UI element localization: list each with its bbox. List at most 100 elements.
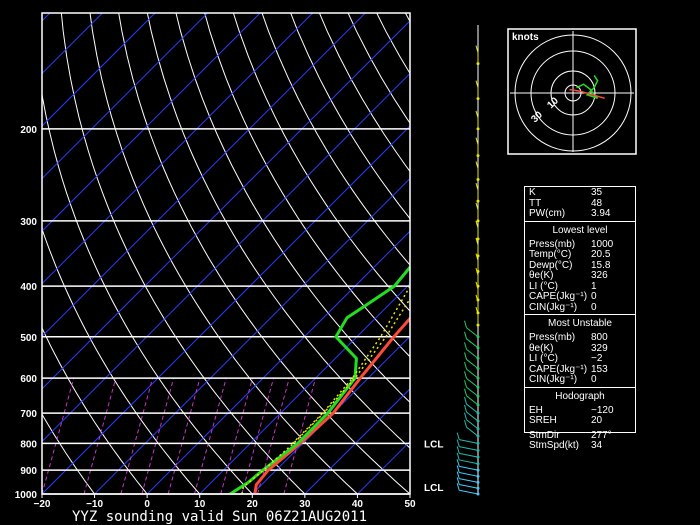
wind-barb <box>466 368 479 379</box>
isotherm <box>42 13 366 337</box>
index-label: Temp(°C) <box>529 249 572 260</box>
wind-barb-flag <box>475 253 479 261</box>
wind-barb <box>459 484 479 489</box>
most-unstable-title: Most Unstable <box>548 318 612 329</box>
dry-adiabat <box>42 493 43 494</box>
x-tick-label: 0 <box>144 499 150 510</box>
index-value: 15.8 <box>591 259 611 271</box>
dry-adiabat <box>42 413 95 494</box>
mixing-ratio-line <box>257 377 290 494</box>
index-label: Dewp(°C) <box>529 259 573 271</box>
index-row: Press(mb) 800 <box>529 332 631 344</box>
dry-adiabat <box>204 13 410 358</box>
index-value: 35 <box>591 187 603 198</box>
index-label: Press(mb) <box>529 332 576 343</box>
index-label: PW(cm) <box>529 208 566 219</box>
wind-barb-flag <box>456 459 460 467</box>
index-label: Press(mb) <box>529 238 576 250</box>
mixing-ratio-line <box>167 377 201 494</box>
hodograph-wind-trace <box>576 74 599 100</box>
isotherm <box>304 388 410 494</box>
dry-adiabat <box>627 3 700 494</box>
index-row: EH −120 <box>529 404 631 417</box>
index-value: 20 <box>591 415 603 426</box>
y-tick-label: 800 <box>20 439 37 450</box>
index-row: CAPE(Jkg⁻¹) 0 <box>529 291 631 303</box>
y-tick-label: 500 <box>20 333 37 344</box>
dry-adiabat <box>261 13 410 266</box>
wind-barb <box>459 446 479 451</box>
index-value: 0 <box>591 374 597 385</box>
index-label: LI (°C) <box>529 280 558 292</box>
index-label: K <box>529 187 536 198</box>
x-tick-label: 20 <box>247 499 259 510</box>
wind-barb-flag <box>456 465 460 473</box>
isotherm <box>42 20 410 390</box>
index-label: StmDir <box>529 429 560 441</box>
wind-barb-flag <box>456 446 460 454</box>
wind-barb-flag <box>475 137 479 145</box>
wind-barb-flag <box>475 80 479 88</box>
y-tick-label: 300 <box>20 217 37 228</box>
wind-barb <box>459 439 479 444</box>
isotherm <box>42 13 156 127</box>
y-tick-label: 200 <box>20 125 37 136</box>
index-label: θe(K) <box>529 342 554 354</box>
index-row: θe(K) 326 <box>529 270 631 282</box>
wind-barb-flag <box>464 331 468 339</box>
index-row: StmDir 277° <box>529 429 631 442</box>
index-label: LI (°C) <box>529 353 558 364</box>
wind-barb <box>466 359 479 369</box>
isotherm <box>42 125 410 494</box>
wind-barb-flag <box>475 110 479 119</box>
mixing-ratio-line <box>241 377 275 494</box>
isotherm <box>42 13 261 232</box>
index-value: 326 <box>591 270 608 281</box>
wind-barb <box>459 478 479 483</box>
wind-barb <box>466 395 479 406</box>
lcl-annotation: LCL <box>424 439 443 450</box>
x-tick-label: −20 <box>34 499 51 510</box>
index-label: TT <box>529 197 542 209</box>
wind-barb <box>466 426 479 437</box>
index-value: −120 <box>591 404 614 416</box>
mixing-ratio-line <box>83 377 117 494</box>
wind-barb-flag <box>464 412 468 420</box>
wind-barb-flag <box>456 477 460 485</box>
wind-barb <box>466 327 479 338</box>
mixing-ratio-line <box>193 377 227 494</box>
index-label: CIN(Jkg⁻¹) <box>529 374 578 385</box>
wind-barb <box>466 403 479 414</box>
index-row: TT 48 <box>529 197 631 210</box>
index-label: SREH <box>529 415 557 426</box>
index-row: K 35 <box>529 187 631 199</box>
wind-barb-flag <box>464 352 468 360</box>
dewpoint-line <box>229 264 410 494</box>
wind-barb-flag <box>475 45 479 53</box>
panel-hodograph: Hodograph EH −120 SREH 20 StmDir 277° StmSpd(… <box>525 388 635 453</box>
x-tick-label: 10 <box>194 499 206 510</box>
index-value: 329 <box>591 342 608 354</box>
hodograph-title: knots <box>512 32 539 43</box>
index-row: SREH 20 <box>529 415 631 427</box>
index-label: CIN(Jkg⁻¹) <box>529 301 578 313</box>
dry-adiabat <box>60 13 306 494</box>
y-tick-label: 400 <box>20 282 37 293</box>
y-tick-label: 900 <box>20 466 37 477</box>
wind-barb <box>466 377 479 388</box>
index-row: LI (°C) −2 <box>529 353 631 365</box>
indices-panel: K 35 TT 48 PW(cm) 3.94 Lowest level Press(mb)… <box>524 186 636 451</box>
dry-adiabat <box>42 227 201 494</box>
index-label: CAPE(Jkg⁻¹) <box>529 291 588 302</box>
dry-adiabat <box>175 13 410 404</box>
wind-barb <box>466 338 479 349</box>
chart-title: YYZ sounding valid Sun 06Z21AUG2011 <box>72 509 367 525</box>
dry-adiabat <box>146 13 410 449</box>
plot-frame <box>41 12 411 495</box>
index-value: 1000 <box>591 238 614 250</box>
wind-barb-flag <box>464 371 468 379</box>
x-tick-label: −10 <box>86 499 103 510</box>
wind-barb-flag <box>456 432 460 440</box>
mixing-ratio-line <box>42 377 75 494</box>
wind-barb-flag <box>464 396 468 405</box>
